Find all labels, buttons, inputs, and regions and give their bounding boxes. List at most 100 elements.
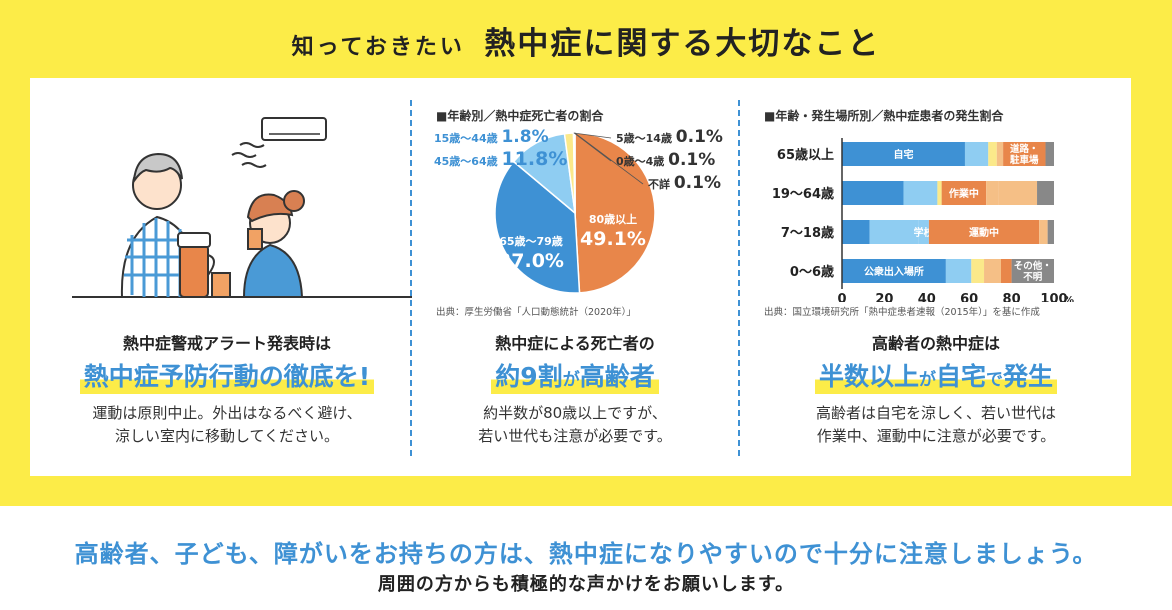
bar-seg-label-1-3: 作業中 xyxy=(949,187,979,200)
right-emphasis: 半数以上が自宅で発生 xyxy=(814,360,1058,394)
bar-x-tick-5: 100 xyxy=(1040,292,1067,302)
left-emphasis: 熱中症予防行動の徹底を! xyxy=(79,360,375,394)
pie-chart-title: ■年齢別／熱中症死亡者の割合 xyxy=(436,109,604,123)
girl-icon xyxy=(242,190,305,298)
right-emphasis-a: 半数以上 xyxy=(818,362,919,391)
bar-seg-label-2-3: 運動中 xyxy=(969,226,999,239)
bar-category-0: 65歳以上 xyxy=(777,147,834,163)
bar-seg-label-3-5-b: 不明 xyxy=(1023,272,1043,283)
bar-segment-0-3 xyxy=(996,142,1004,166)
pie-value-0: 49.1% xyxy=(580,228,646,250)
right-emphasis-e: 発生 xyxy=(1003,362,1054,391)
juice-pitcher-icon xyxy=(177,232,231,298)
pie-label-1: 65歳～79歳 xyxy=(499,234,563,248)
bar-segment-3-3 xyxy=(984,259,1001,283)
pie-label-6: 不詳 0.1% xyxy=(648,173,721,193)
middle-heading: 熱中症による死亡者の xyxy=(495,334,655,353)
middle-emphasis-a: 約9割 xyxy=(495,362,563,391)
middle-body-line-1: 約半数が80歳以上ですが、 xyxy=(483,403,667,422)
pie-leader-4 xyxy=(573,132,612,139)
title-main: 熱中症に関する大切なこと xyxy=(484,26,881,62)
bar-x-tick-2: 40 xyxy=(918,292,936,302)
pie-value-5: 0.1% xyxy=(668,150,715,170)
middle-column: 熱中症による死亡者の 約9割が高齢者 約半数が80歳以上ですが、 若い世代も注意… xyxy=(414,330,736,448)
left-column: 熱中症警戒アラート発表時は 熱中症予防行動の徹底を! 運動は原則中止。外出はなる… xyxy=(52,330,402,448)
pie-label-2: 45歳～64歳 11.8% xyxy=(434,148,567,170)
pie-leader-6 xyxy=(574,132,644,185)
bar-seg-label-0-4-a: 道路・ xyxy=(1010,143,1039,155)
left-heading: 熱中症警戒アラート発表時は xyxy=(122,334,331,353)
bar-segment-0-1 xyxy=(964,142,989,166)
bar-seg-label-3-5-a: その他・ xyxy=(1014,260,1052,272)
middle-body: 約半数が80歳以上ですが、 若い世代も注意が必要です。 xyxy=(414,402,736,449)
bar-segment-3-5 xyxy=(1011,259,1054,283)
bar-segment-0-4 xyxy=(1003,142,1046,166)
footer-line-1: 高齢者、子ども、障がいをお持ちの方は、熱中症になりやすいので十分に注意しましょう… xyxy=(74,540,1098,568)
divider-2 xyxy=(738,100,740,456)
right-body-line-2: 作業中、運動中に注意が必要です。 xyxy=(816,427,1056,445)
pie-chart-source: 出典：厚生労働省「人口動態統計（2020年）」 xyxy=(436,307,636,318)
pie-value-3: 1.8% xyxy=(501,127,548,147)
left-body-line-2: 涼しい室内に移動してください。 xyxy=(114,427,340,445)
right-body: 高齢者は自宅を涼しく、若い世代は 作業中、運動中に注意が必要です。 xyxy=(742,402,1130,449)
bar-segment-2-5 xyxy=(1047,220,1054,244)
pie-label-4: 5歳～14歳 0.1% xyxy=(616,127,723,147)
bar-chart-title: ■年齢・発生場所別／熱中症患者の発生割合 xyxy=(764,109,1004,123)
bar-segment-1-0 xyxy=(842,181,904,205)
page-title: 知っておきたい 熱中症に関する大切なこと xyxy=(0,18,1172,63)
pie-chart: 80歳以上 49.1% 65歳～79歳 37.0% 45歳～64歳 11.8%15歳～4… xyxy=(434,127,723,294)
middle-emphasis-c: 高齢者 xyxy=(579,362,655,391)
footer-line-2: 周囲の方からも積極的な声かけをお願いします。 xyxy=(377,574,795,595)
bar-segment-3-0 xyxy=(842,259,946,283)
pie-label-3: 15歳～44歳 1.8% xyxy=(434,127,549,147)
pie-label-5: 0歳～4歳 0.1% xyxy=(616,150,715,170)
bar-category-2: 7～18歳 xyxy=(781,225,834,241)
bar-segment-1-2 xyxy=(937,181,942,205)
bar-segment-3-1 xyxy=(945,259,972,283)
middle-body-line-2: 若い世代も注意が必要です。 xyxy=(478,427,672,445)
right-body-line-1: 高齢者は自宅を涼しく、若い世代は xyxy=(815,403,1056,422)
right-emphasis-b: が xyxy=(918,370,936,390)
footer: 高齢者、子ども、障がいをお持ちの方は、熱中症になりやすいので十分に注意しましょう… xyxy=(0,506,1172,610)
middle-emphasis: 約9割が高齢者 xyxy=(491,360,659,394)
bar-segment-0-5 xyxy=(1045,142,1054,166)
bar-seg-label-0-0: 自宅 xyxy=(893,148,913,161)
bar-x-tick-3: 60 xyxy=(960,292,978,302)
pie-value-1: 37.0% xyxy=(498,250,564,272)
bar-seg-label-3-0: 公衆出入場所 xyxy=(864,265,924,278)
right-heading: 高齢者の熱中症は xyxy=(871,334,1000,353)
bar-segment-3-4 xyxy=(1001,259,1012,283)
bar-segment-1-3 xyxy=(941,181,987,205)
bar-segment-2-2 xyxy=(918,220,929,244)
pie-value-2: 11.8% xyxy=(501,148,567,170)
right-emphasis-c: 自宅 xyxy=(935,362,986,391)
pie-value-6: 0.1% xyxy=(674,173,721,193)
bar-x-tick-1: 20 xyxy=(875,292,893,302)
bar-x-unit: % xyxy=(1064,295,1074,302)
bar-segment-0-0 xyxy=(842,142,965,166)
bar-segment-2-4 xyxy=(1039,220,1048,244)
right-column: 高齢者の熱中症は 半数以上が自宅で発生 高齢者は自宅を涼しく、若い世代は 作業中… xyxy=(742,330,1130,448)
bar-segment-0-2 xyxy=(988,142,997,166)
bar-category-1: 19～64歳 xyxy=(772,186,834,202)
pie-slice-0 xyxy=(574,132,656,294)
bar-x-tick-0: 0 xyxy=(837,292,846,302)
bar-segment-2-3 xyxy=(928,220,1040,244)
bar-segment-1-5 xyxy=(998,181,1038,205)
divider-1 xyxy=(410,100,412,456)
bar-segment-1-1 xyxy=(903,181,938,205)
middle-emphasis-b: が xyxy=(562,370,580,390)
pie-label-0: 80歳以上 xyxy=(589,212,637,226)
illustration-elderly-man-and-girl xyxy=(72,117,412,298)
bar-category-3: 0～6歳 xyxy=(790,264,834,280)
pie-value-4: 0.1% xyxy=(676,127,723,147)
bar-segment-2-0 xyxy=(842,220,870,244)
bar-seg-label-0-4-b: 駐車場 xyxy=(1010,154,1039,166)
pie-slice-1 xyxy=(494,160,581,294)
bar-chart-source: 出典：国立環境研究所「熱中症患者速報（2015年）」を基に作成 xyxy=(764,307,1040,318)
right-emphasis-d: で xyxy=(986,370,1003,390)
title-prefix: 知っておきたい xyxy=(291,35,465,60)
left-body: 運動は原則中止。外出はなるべく避け、 涼しい室内に移動してください。 xyxy=(52,402,402,449)
bar-segment-3-2 xyxy=(971,259,985,283)
air-conditioner-icon xyxy=(231,117,327,168)
